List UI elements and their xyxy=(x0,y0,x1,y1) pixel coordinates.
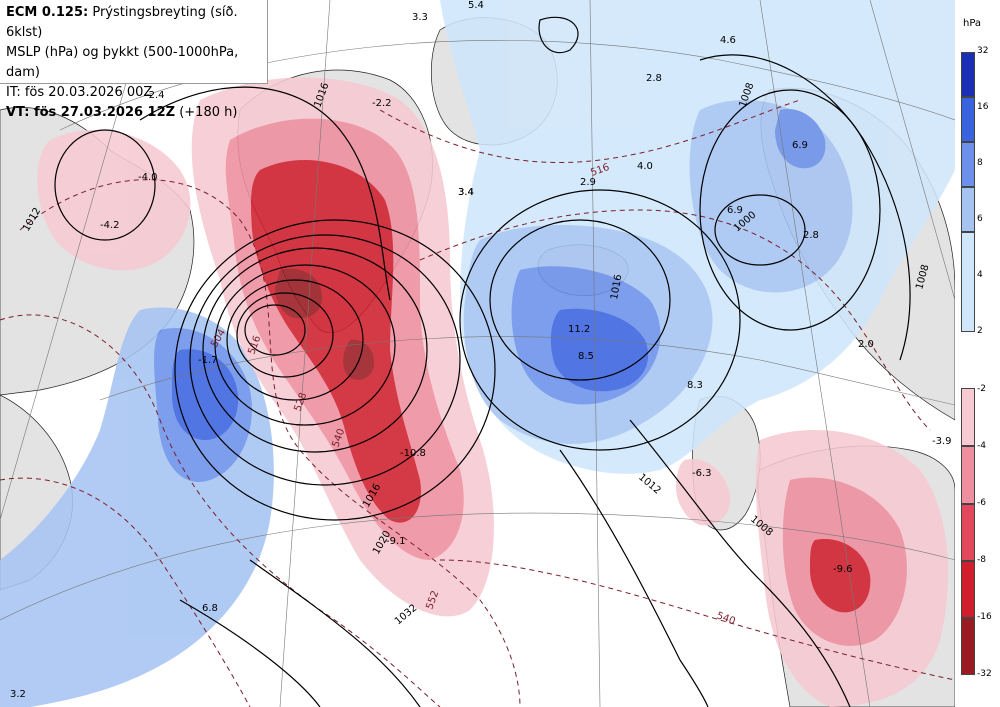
value-label: 5.4 xyxy=(468,0,484,11)
legend-tick: 2 xyxy=(977,326,983,336)
legend-tick: -2 xyxy=(977,384,986,394)
value-label: -6.3 xyxy=(692,468,712,479)
legend-swatch xyxy=(961,388,975,446)
legend-unit: hPa xyxy=(963,18,982,29)
value-label: 8.3 xyxy=(687,380,703,391)
legend-swatch xyxy=(961,232,975,332)
weather-map: -2.4 -4.2 -4.0 -2.2 3.3 5.4 3.4 4.6 2.8 … xyxy=(0,0,955,707)
value-label: 2.8 xyxy=(803,230,819,241)
isobars xyxy=(54,16,911,707)
pressure-change-shading xyxy=(0,0,955,707)
value-label: 6.8 xyxy=(202,603,218,614)
init-time: IT: fös 20.03.2026 00Z xyxy=(6,85,153,100)
negative-uk xyxy=(675,459,731,526)
title-line-2: MSLP (hPa) og þykkt (500-1000hPa, dam) xyxy=(6,45,239,80)
valid-time-prefix: VT: fös 27.03.2026 12Z xyxy=(6,105,176,120)
legend-swatch xyxy=(961,561,975,618)
value-label: 4.0 xyxy=(637,161,653,172)
map-title: Prýstingsbreyting (síð. 6klst) xyxy=(6,5,238,40)
positive-west-center xyxy=(172,349,239,440)
positive-area-8 xyxy=(550,308,649,392)
negative-greenland-16b xyxy=(343,339,375,380)
legend-tick: 6 xyxy=(977,214,983,224)
value-label: -2.4 xyxy=(145,90,165,101)
isobar-label: 1016 xyxy=(609,274,624,301)
model-name: ECM 0.125: xyxy=(6,5,89,20)
value-label: -10.8 xyxy=(400,448,426,459)
legend-tick: -32 xyxy=(977,669,992,679)
negative-europe-8 xyxy=(810,539,871,613)
value-label: -3.9 xyxy=(932,436,952,447)
forecast-hour: (+180 h) xyxy=(179,105,238,120)
map-title-box: ECM 0.125: Prýstingsbreyting (síð. 6klst… xyxy=(0,0,268,120)
legend-swatch xyxy=(961,618,975,675)
value-label: 6.9 xyxy=(792,140,808,151)
legend-tick: -16 xyxy=(977,612,992,622)
value-label: 2.8 xyxy=(646,73,662,84)
legend-swatch xyxy=(961,504,975,561)
value-label: -4.2 xyxy=(100,220,120,231)
negative-greenland-8 xyxy=(250,160,421,523)
value-label: 2.9 xyxy=(580,177,596,188)
legend-swatch xyxy=(961,187,975,232)
value-label: -1.7 xyxy=(198,355,218,366)
value-label: -9.1 xyxy=(386,536,406,547)
value-label: 3.4 xyxy=(458,187,474,198)
legend-swatch xyxy=(961,446,975,504)
value-label: 11.2 xyxy=(568,324,590,335)
legend-tick: 16 xyxy=(977,102,989,112)
legend-tick: -6 xyxy=(977,498,986,508)
legend-tick: -4 xyxy=(977,441,986,451)
legend-tick: 32 xyxy=(977,46,989,56)
value-label: 2.0 xyxy=(858,339,874,350)
legend-tick: 4 xyxy=(977,270,983,280)
legend-tick: -8 xyxy=(977,555,986,565)
value-label: 3.3 xyxy=(412,12,428,23)
value-label: -2.2 xyxy=(372,98,392,109)
legend-swatch xyxy=(961,52,975,97)
value-label: -9.6 xyxy=(833,564,853,575)
legend-tick: 8 xyxy=(977,158,983,168)
value-label: 6.9 xyxy=(727,205,743,216)
color-legend: hPa 32 16 8 6 4 2 -2 -4 -6 -8 -16 -32 xyxy=(955,0,1000,707)
positive-scandinavia-core xyxy=(775,109,826,169)
value-label: -4.0 xyxy=(138,172,158,183)
legend-swatch xyxy=(961,142,975,187)
valid-time: VT: fös 27.03.2026 12Z (+180 h) xyxy=(6,103,261,123)
value-label: 3.4 xyxy=(458,187,474,198)
thickness-contours xyxy=(0,99,955,707)
title-line-1: ECM 0.125: Prýstingsbreyting (síð. 6klst… xyxy=(6,3,261,43)
value-label: 8.5 xyxy=(578,351,594,362)
legend-swatch xyxy=(961,97,975,142)
value-label: 3.2 xyxy=(10,689,26,700)
value-label: 4.6 xyxy=(720,35,736,46)
graticule xyxy=(0,0,955,707)
